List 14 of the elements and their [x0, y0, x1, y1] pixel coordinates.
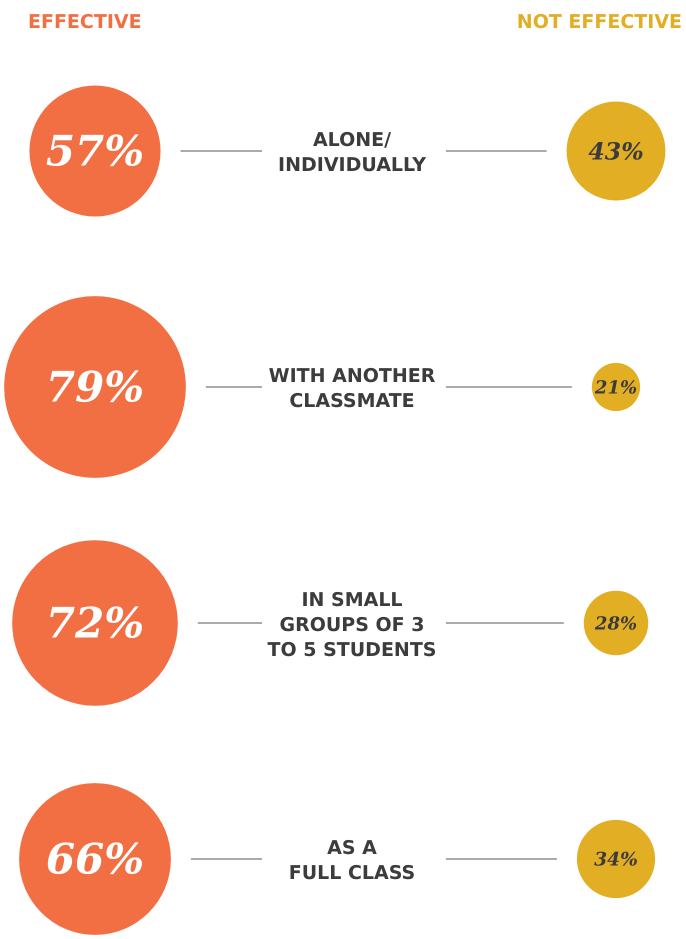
data-label: 21%	[594, 377, 638, 398]
text: NOT EFFECTIVE	[516, 11, 682, 33]
text: EFFECTIVE	[28, 11, 142, 33]
data-label: 43%	[588, 137, 644, 166]
data-label: 79%	[46, 362, 144, 412]
category-label: IN SMALL GROUPS OF 3 TO 5 STUDENTS	[268, 589, 436, 661]
category-label: ALONE/ INDIVIDUALLY	[278, 129, 426, 176]
data-label: 72%	[46, 598, 144, 648]
category-label: WITH ANOTHER CLASSMATE	[268, 365, 436, 412]
data-label: 57%	[46, 126, 144, 176]
category-label: AS A FULL CLASS	[288, 837, 416, 884]
data-label: 66%	[46, 834, 144, 884]
data-label: 28%	[594, 613, 638, 634]
data-label: 34%	[594, 848, 638, 871]
